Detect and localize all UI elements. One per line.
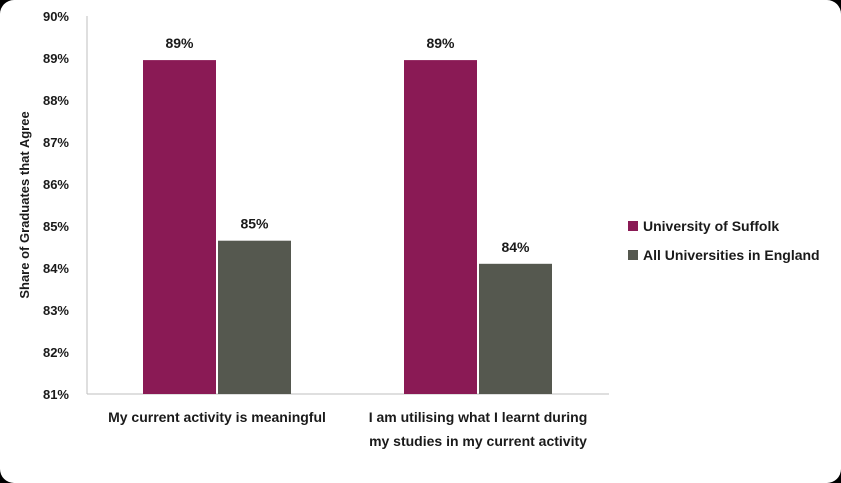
legend-swatch — [628, 250, 638, 260]
chart-data-labels: 89% 89% 85% 84% — [165, 35, 530, 255]
bar — [404, 60, 477, 394]
legend-swatch — [628, 221, 638, 231]
x-category-label: I am utilising what I learnt during — [369, 409, 588, 425]
chart-legend: University of Suffolk All Universities in… — [628, 218, 820, 263]
y-tick-label: 89% — [43, 51, 69, 66]
chart-category-labels: My current activity is meaningful I am ut… — [108, 409, 587, 449]
y-tick-label: 84% — [43, 261, 69, 276]
chart-bars — [143, 60, 552, 394]
y-tick-label: 83% — [43, 303, 69, 318]
bar — [143, 60, 216, 394]
y-axis-label: Share of Graduates that Agree — [17, 111, 32, 298]
y-tick-label: 87% — [43, 135, 69, 150]
data-label: 89% — [165, 35, 194, 51]
bar — [218, 240, 291, 394]
bar — [479, 263, 552, 394]
chart-axes: 81% 82% 83% 84% 85% 86% 87% 88% 89% 90% Share of G… — [17, 9, 609, 402]
y-tick-label: 88% — [43, 93, 69, 108]
legend-label: All Universities in England — [643, 247, 820, 263]
data-label: 89% — [426, 35, 455, 51]
x-category-label: My current activity is meaningful — [108, 409, 326, 425]
y-tick-label: 86% — [43, 177, 69, 192]
y-tick-label: 85% — [43, 219, 69, 234]
y-tick-label: 82% — [43, 345, 69, 360]
x-category-label: my studies in my current activity — [369, 433, 587, 449]
legend-label: University of Suffolk — [643, 218, 779, 234]
y-tick-label: 90% — [43, 9, 69, 24]
data-label: 84% — [501, 239, 530, 255]
data-label: 85% — [240, 216, 269, 232]
y-tick-label: 81% — [43, 387, 69, 402]
